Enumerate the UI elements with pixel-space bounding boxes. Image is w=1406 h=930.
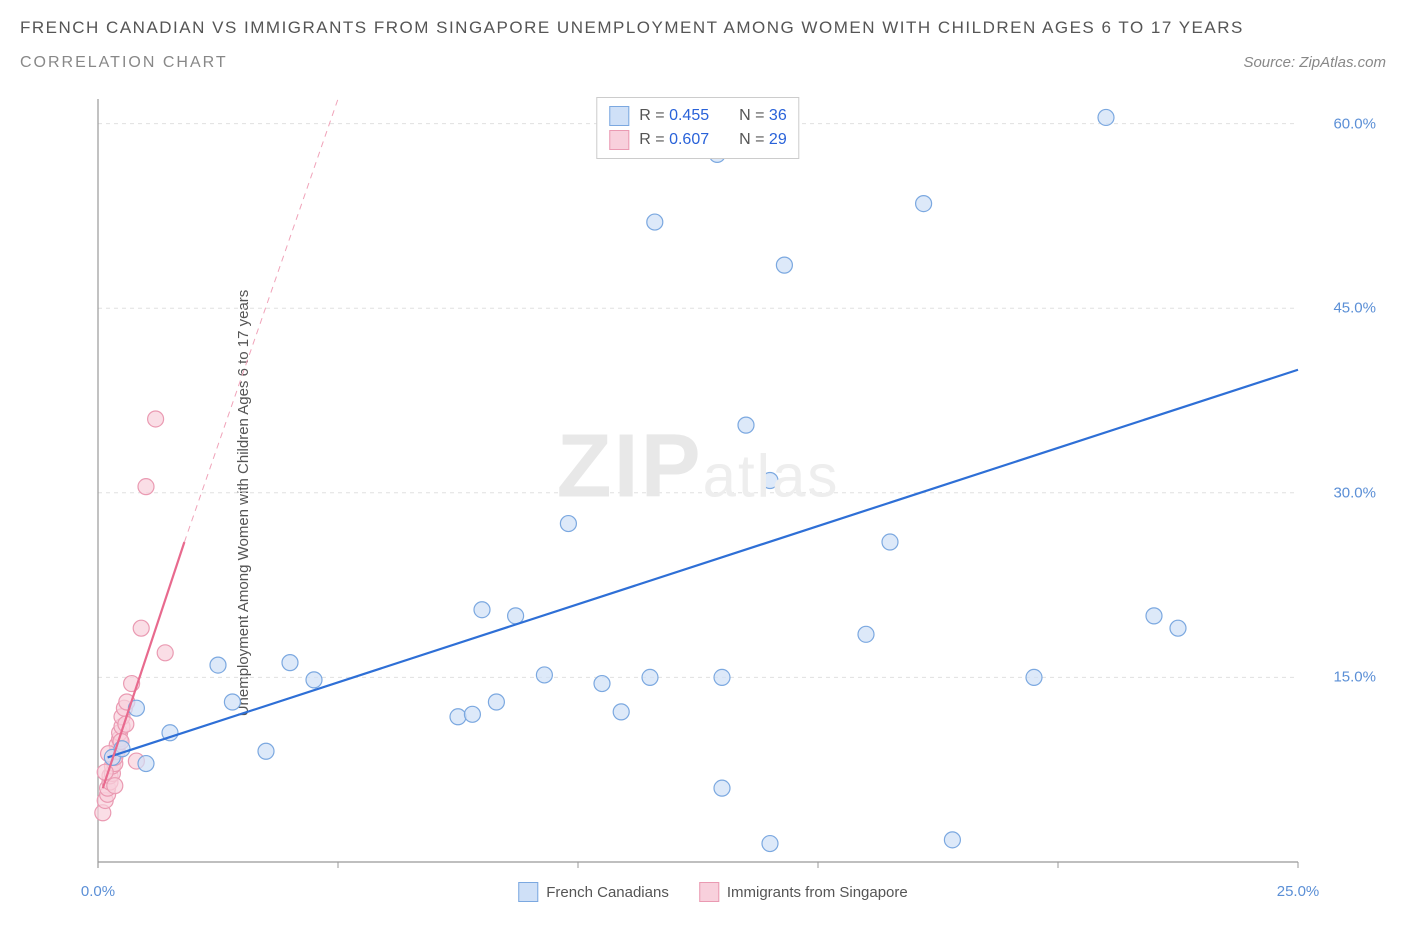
legend-swatch-blue xyxy=(609,106,629,126)
subtitle-row: CORRELATION CHART Source: ZipAtlas.com xyxy=(0,46,1406,84)
legend-swatch-french-canadians xyxy=(518,882,538,902)
r-value-pink: 0.607 xyxy=(669,131,709,148)
y-tick-label: 30.0% xyxy=(1333,484,1376,501)
x-tick-label: 0.0% xyxy=(81,883,115,900)
chart-area: Unemployment Among Women with Children A… xyxy=(40,95,1386,910)
chart-title: FRENCH CANADIAN VS IMMIGRANTS FROM SINGA… xyxy=(20,18,1386,38)
x-tick-label: 25.0% xyxy=(1277,883,1320,900)
n-value-pink: 29 xyxy=(769,131,787,148)
correlation-legend: R = 0.455 N = 36 R = 0.607 N = 29 xyxy=(596,97,799,159)
plot-region: ZIPatlas R = 0.455 N = 36 R = 0.607 N = … xyxy=(90,95,1306,870)
n-label: N = xyxy=(739,131,769,148)
source-attribution: Source: ZipAtlas.com xyxy=(1243,54,1386,71)
y-tick-label: 60.0% xyxy=(1333,115,1376,132)
r-label: R = xyxy=(639,107,669,124)
legend-label-singapore: Immigrants from Singapore xyxy=(727,884,908,901)
series-legend: French Canadians Immigrants from Singapo… xyxy=(518,882,907,902)
legend-swatch-pink xyxy=(609,130,629,150)
n-value-blue: 36 xyxy=(769,107,787,124)
y-tick-label: 45.0% xyxy=(1333,300,1376,317)
header: FRENCH CANADIAN VS IMMIGRANTS FROM SINGA… xyxy=(0,0,1406,46)
n-label: N = xyxy=(739,107,769,124)
scatter-plot-svg xyxy=(90,95,1306,870)
legend-label-french-canadians: French Canadians xyxy=(546,884,669,901)
r-label: R = xyxy=(639,131,669,148)
legend-item-french-canadians: French Canadians xyxy=(518,882,669,902)
y-tick-label: 15.0% xyxy=(1333,669,1376,686)
r-value-blue: 0.455 xyxy=(669,107,709,124)
legend-swatch-singapore xyxy=(699,882,719,902)
legend-item-singapore: Immigrants from Singapore xyxy=(699,882,908,902)
legend-row-pink: R = 0.607 N = 29 xyxy=(609,128,786,152)
legend-row-blue: R = 0.455 N = 36 xyxy=(609,104,786,128)
chart-subtitle: CORRELATION CHART xyxy=(20,54,228,72)
